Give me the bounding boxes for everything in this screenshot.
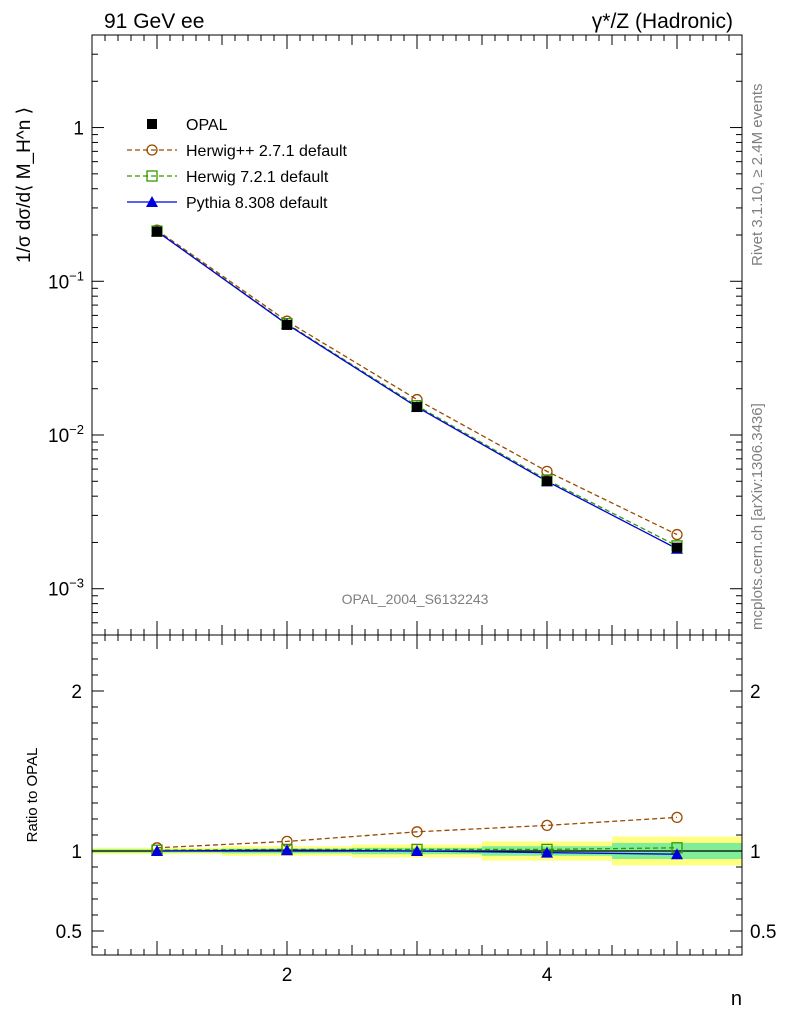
data-point-opal (542, 476, 552, 487)
legend-label-opal: OPAL (186, 117, 228, 134)
data-point-opal (672, 542, 682, 553)
rivet-version-label: Rivet 3.1.10, ≥ 2.4M events (749, 84, 766, 267)
ratio-line-herwigpp (156, 816, 678, 849)
ratio-y-tick-label: 2 (71, 682, 82, 703)
legend-marker-herwig7 (146, 170, 158, 182)
ratio-point-herwigpp (671, 811, 683, 824)
legend-label-pythia: Pythia 8.308 default (186, 195, 328, 212)
x-tick-label: 2 (282, 965, 293, 986)
y-tick-label: 10−1 (48, 268, 84, 293)
y-tick-label-base: 10 (48, 272, 69, 293)
ratio-point-pythia (671, 848, 683, 860)
legend-marker-opal (147, 119, 157, 129)
data-point-opal (152, 226, 162, 237)
ratio-point-pythia (281, 844, 293, 856)
y-tick-label-exponent: −2 (69, 422, 84, 437)
ratio-y-tick-label: 1 (71, 842, 82, 863)
ratio-point-pythia (151, 845, 163, 856)
ratio-point-herwigpp (541, 819, 553, 832)
main-y-axis-title: 1/σ dσ/d⟨ M_H^n ⟩ (14, 107, 35, 263)
y-tick-label: 10−3 (48, 576, 84, 601)
legend-label-herwigpp: Herwig++ 2.7.1 default (186, 143, 348, 160)
x-tick-label: 4 (542, 965, 553, 986)
header-right: γ*/Z (Hadronic) (592, 10, 733, 33)
legend-marker-pythia (146, 196, 158, 207)
y-tick-label-base: 10 (48, 580, 69, 601)
data-point-herwigpp (671, 528, 683, 541)
x-axis-title: n (731, 988, 742, 1010)
series-line-herwig7 (156, 230, 678, 547)
header-left: 91 GeV ee (104, 10, 204, 33)
ratio-point-pythia (411, 845, 423, 856)
ratio-y-tick-label: 0.5 (56, 922, 82, 943)
series-line-herwigpp (156, 229, 678, 536)
analysis-watermark: OPAL_2004_S6132243 (342, 591, 489, 607)
legend-marker-herwigpp (146, 144, 158, 156)
series-line-pythia (156, 230, 678, 550)
y-tick-label-exponent: −3 (69, 576, 84, 591)
data-point-opal (282, 319, 292, 330)
y-tick-label: 1 (73, 119, 84, 140)
mcplots-source-label: mcplots.cern.ch [arXiv:1306.3436] (749, 403, 766, 630)
y-tick-label: 10−2 (48, 422, 84, 447)
ratio-point-pythia (541, 846, 553, 858)
legend-label-herwig7: Herwig 7.2.1 default (186, 169, 329, 186)
ratio-y-tick-label-right: 1 (750, 842, 761, 863)
ratio-y-tick-label-right: 0.5 (750, 922, 776, 943)
ratio-y-axis-title: Ratio to OPAL (24, 748, 41, 843)
data-point-opal (412, 402, 422, 413)
ratio-y-tick-label-right: 2 (750, 682, 761, 703)
y-tick-label-base: 10 (48, 426, 69, 447)
ratio-point-herwigpp (411, 826, 423, 838)
y-tick-label-exponent: −1 (69, 268, 84, 283)
ratio-panel-frame (91, 634, 743, 956)
